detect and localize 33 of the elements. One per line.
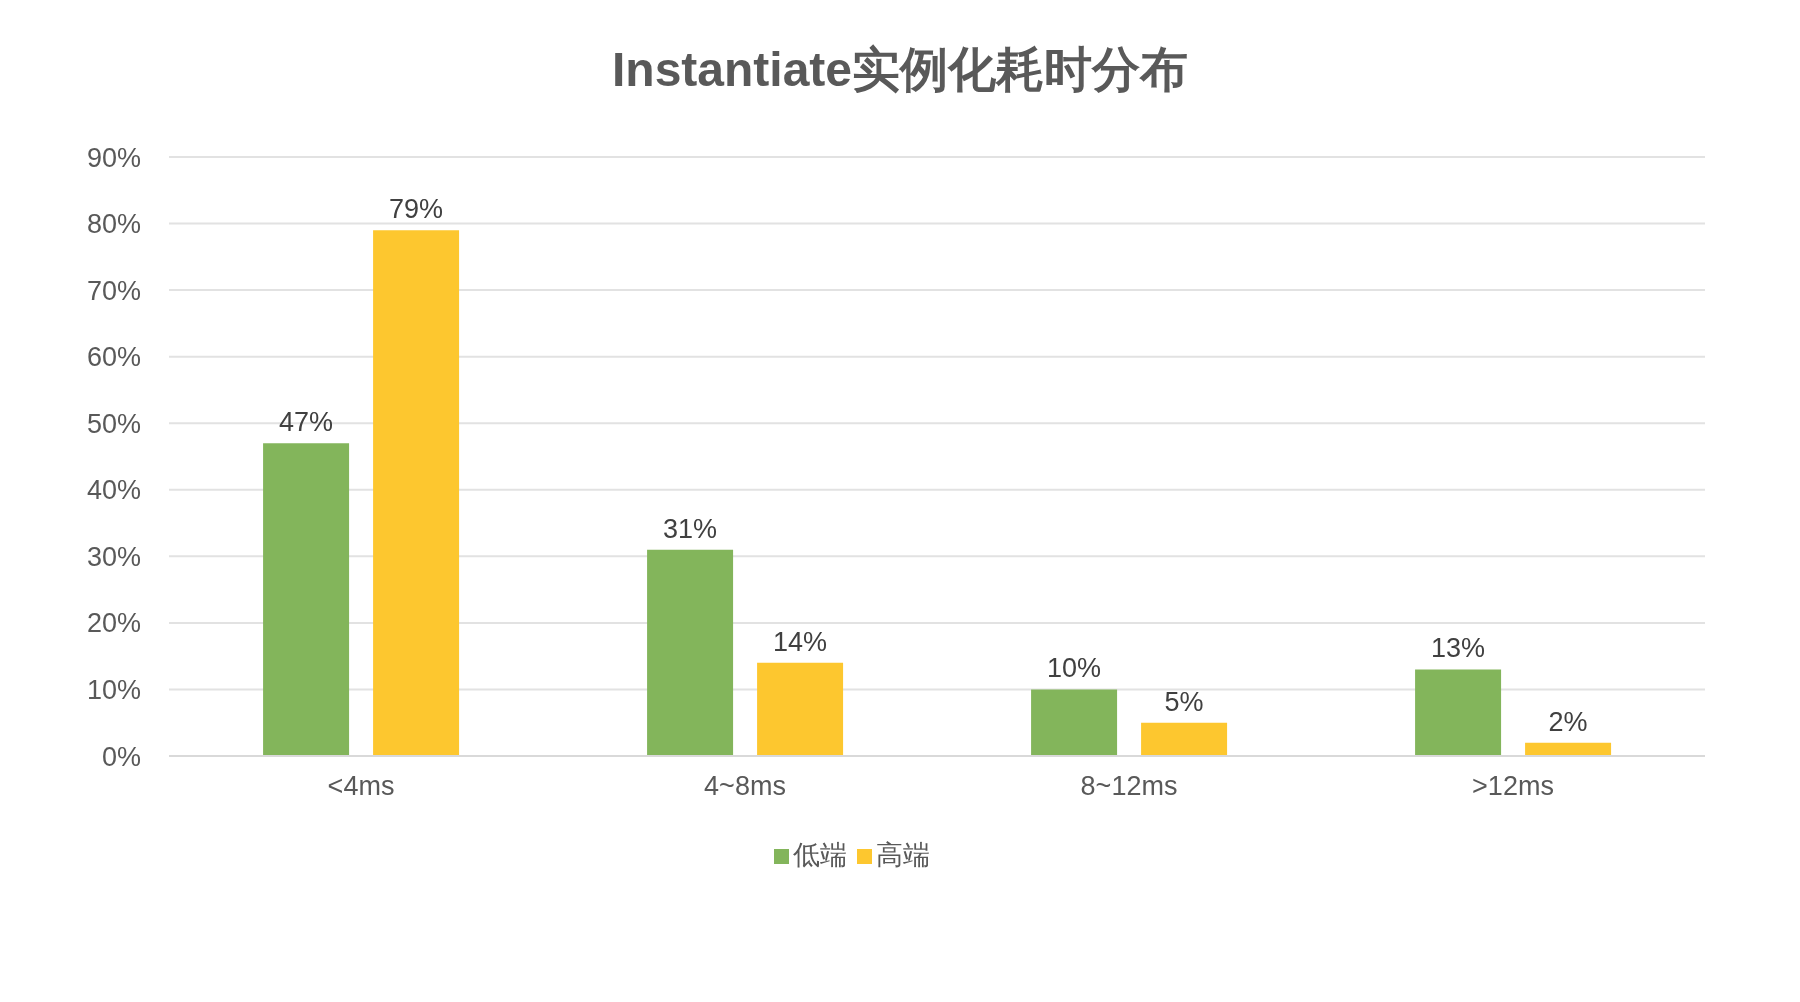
x-tick-label: 4~8ms — [704, 771, 786, 802]
data-label: 79% — [389, 194, 444, 225]
chart-title: Instantiate实例化耗时分布 — [610, 42, 1189, 98]
bar — [1415, 669, 1502, 756]
data-label: 5% — [1164, 686, 1204, 717]
bar — [1031, 689, 1118, 756]
y-tick-label: 10% — [86, 675, 141, 706]
y-tick-label: 80% — [86, 209, 141, 240]
y-tick-label: 90% — [86, 142, 141, 173]
data-label: 47% — [279, 407, 334, 438]
data-label: 13% — [1431, 633, 1486, 664]
y-tick-label: 50% — [86, 408, 141, 439]
x-tick-label: 8~12ms — [1080, 771, 1178, 802]
y-tick-label: 30% — [86, 541, 141, 572]
x-tick-label: <4ms — [327, 771, 395, 802]
data-label: 31% — [663, 513, 718, 544]
data-label: 14% — [773, 626, 828, 657]
y-tick-label: 70% — [86, 275, 141, 306]
data-label: 2% — [1548, 706, 1588, 737]
y-tick-label: 40% — [86, 475, 141, 506]
y-tick-label: 0% — [101, 741, 141, 772]
data-label: 10% — [1047, 653, 1102, 684]
x-tick-label: >12ms — [1472, 771, 1554, 802]
bar — [647, 549, 734, 756]
legend-label: 低端 — [792, 840, 847, 870]
bar — [1141, 722, 1228, 756]
bar — [373, 230, 460, 756]
y-tick-label: 60% — [86, 342, 141, 373]
legend-label: 高端 — [875, 840, 930, 870]
bar — [1525, 742, 1612, 756]
y-tick-label: 20% — [86, 608, 141, 639]
bar — [263, 443, 350, 756]
bar — [757, 662, 844, 756]
